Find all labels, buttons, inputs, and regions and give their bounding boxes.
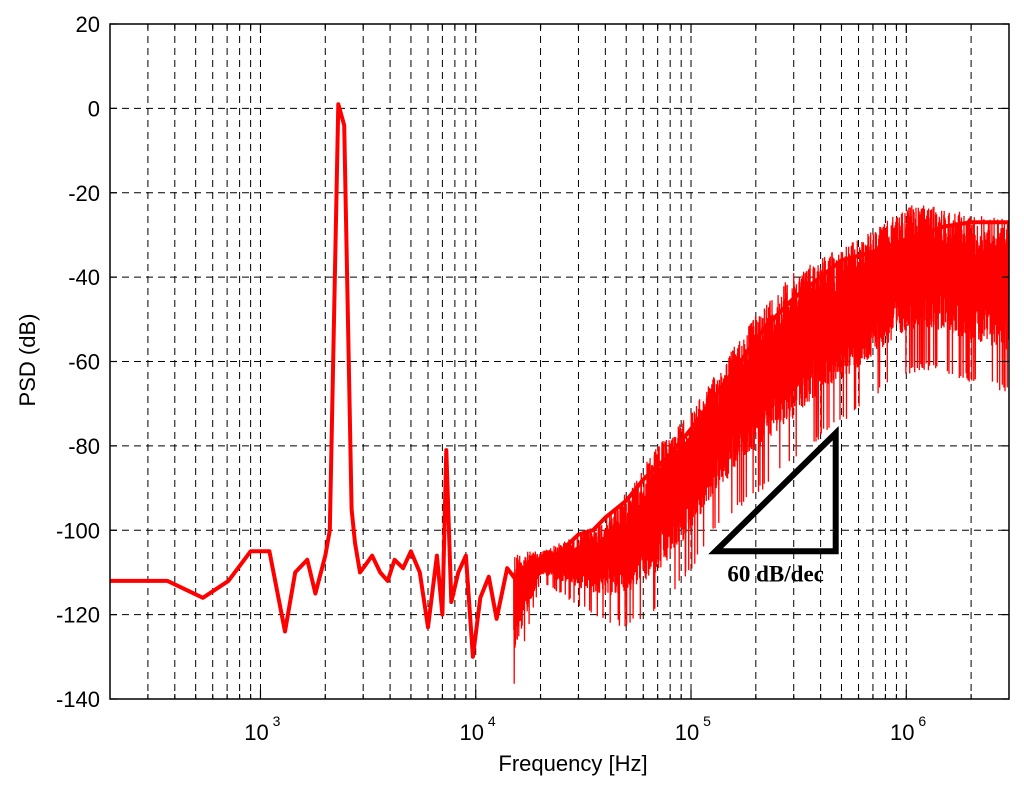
x-tick-label: 10 [675, 720, 699, 745]
x-tick-exponent: 5 [703, 713, 711, 729]
y-tick-label: -80 [68, 434, 100, 459]
annotation-layer: 60 dB/dec [708, 426, 839, 586]
slope-triangle [708, 426, 839, 555]
y-tick-label: -60 [68, 350, 100, 375]
y-tick-label: 20 [76, 12, 100, 37]
y-axis-label: PSD (dB) [15, 314, 40, 407]
x-tick-exponent: 6 [918, 713, 926, 729]
x-tick-exponent: 3 [273, 713, 281, 729]
y-axis-ticks: 20 0 -20 -40 -60 -80 -100 -120 -140 [56, 12, 1009, 712]
y-tick-label: -100 [56, 518, 100, 543]
series-layer [110, 102, 1010, 684]
y-tick-label: -120 [56, 603, 100, 628]
series-line [110, 102, 1009, 659]
slope-label: 60 dB/dec [727, 561, 823, 586]
y-tick-label: -20 [68, 181, 100, 206]
x-tick-label: 10 [244, 720, 268, 745]
y-tick-label: 0 [88, 96, 100, 121]
x-tick-exponent: 4 [488, 713, 496, 729]
x-tick-label: 10 [890, 720, 914, 745]
x-axis-label: Frequency [Hz] [498, 751, 647, 776]
x-axis-ticks: 10 3 10 4 10 5 10 6 [147, 24, 972, 745]
x-tick-label: 10 [460, 720, 484, 745]
y-tick-label: -140 [56, 687, 100, 712]
grid [110, 24, 1009, 699]
series-noise-band [513, 205, 1010, 684]
y-tick-label: -40 [68, 265, 100, 290]
